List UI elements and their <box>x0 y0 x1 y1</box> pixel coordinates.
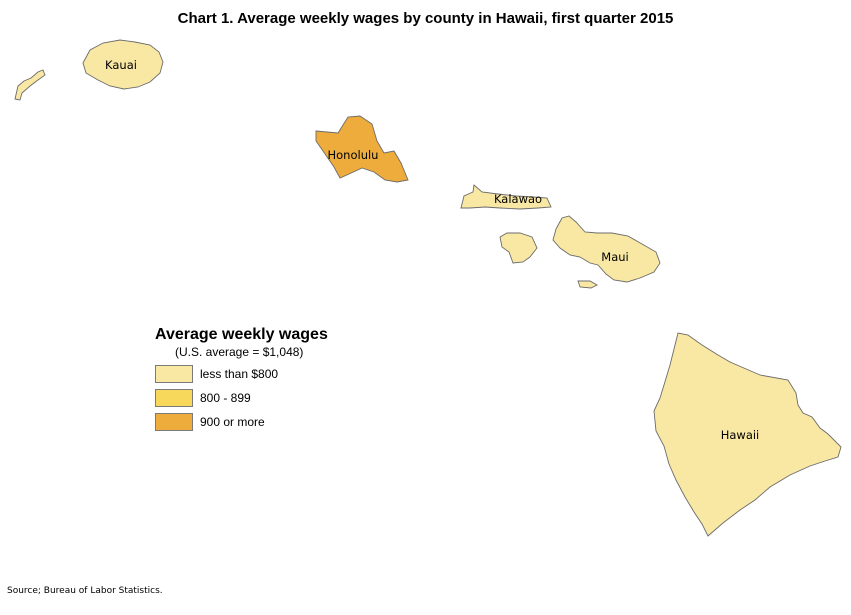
legend-item-low: less than $800 <box>155 365 328 383</box>
county-label-kalawao: Kalawao <box>494 192 542 206</box>
legend-label-mid: 800 - 899 <box>200 391 251 405</box>
maui-island <box>552 215 661 283</box>
niihau-island <box>14 69 46 101</box>
legend-swatch-high <box>155 413 193 431</box>
county-label-kauai: Kauai <box>105 58 137 72</box>
legend-subtitle: (U.S. average = $1,048) <box>175 345 304 359</box>
chart-title: Chart 1. Average weekly wages by county … <box>177 10 674 27</box>
honolulu-island <box>315 115 409 183</box>
legend-swatch-low <box>155 365 193 383</box>
lanai-island <box>499 232 538 264</box>
legend-swatch-mid <box>155 389 193 407</box>
legend-item-mid: 800 - 899 <box>155 389 328 407</box>
legend-label-high: 900 or more <box>200 415 265 429</box>
legend-label-low: less than $800 <box>200 367 279 381</box>
kalawao-island <box>460 184 552 210</box>
kauai-island <box>82 39 164 90</box>
county-label-honolulu: Honolulu <box>328 148 379 162</box>
kahoolawe-island <box>577 280 598 289</box>
legend-title: Average weekly wages <box>155 326 328 343</box>
county-label-hawaii: Hawaii <box>721 428 760 442</box>
legend-item-high: 900 or more <box>155 413 328 431</box>
county-label-maui: Maui <box>601 250 628 264</box>
legend: Average weekly wages (U.S. average = $1,… <box>155 326 328 431</box>
source-note: Source; Bureau of Labor Statistics. <box>7 586 163 596</box>
hawaii-island <box>653 332 842 537</box>
